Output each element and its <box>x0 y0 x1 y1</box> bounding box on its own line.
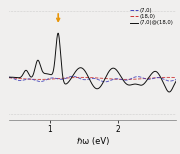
Legend: (7,0), (18,0), (7,0)@(18,0): (7,0), (18,0), (7,0)@(18,0) <box>130 7 174 26</box>
X-axis label: ℏω (eV): ℏω (eV) <box>76 137 109 146</box>
